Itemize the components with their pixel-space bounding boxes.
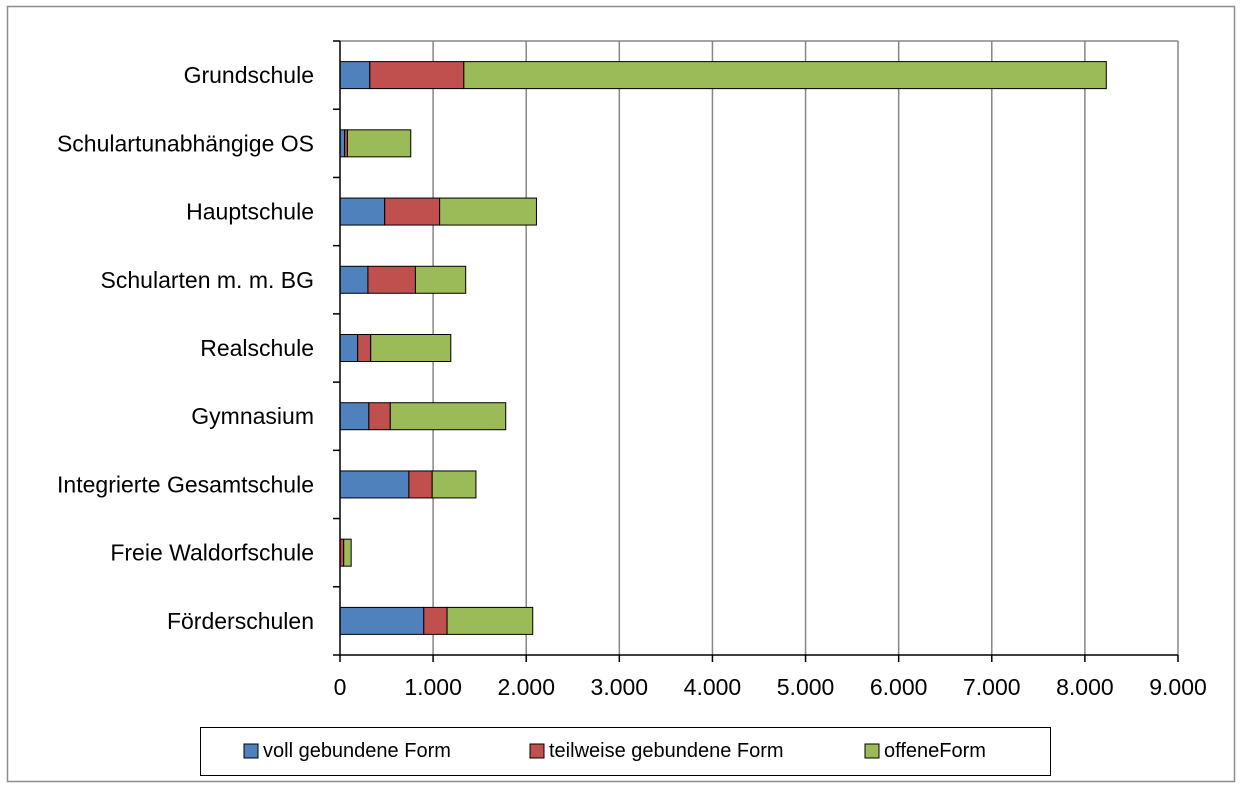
bar-segment: [339, 265, 369, 294]
bar-segment: [339, 470, 410, 499]
bar-segment: [408, 470, 433, 499]
legend-label-voll: voll gebundene Form: [263, 740, 451, 762]
legend: voll gebundene Form teilweise gebundene …: [200, 727, 1051, 776]
legend-swatch-voll: [243, 743, 259, 759]
y-tick-label: Grundschule: [184, 62, 314, 88]
bar-segment: [446, 606, 534, 635]
gridlines: [340, 40, 1179, 655]
bar-segment: [414, 265, 467, 294]
bar-segment: [367, 265, 416, 294]
bar-segment: [389, 402, 507, 431]
legend-item-voll: voll gebundene Form: [243, 740, 451, 762]
bar-segment: [339, 402, 370, 431]
bar-segment: [384, 197, 441, 226]
bar-segment: [343, 538, 352, 567]
x-tick-label: 3.000: [591, 674, 649, 700]
x-tick-label: 8.000: [1056, 674, 1114, 700]
chart-frame: [6, 5, 1236, 783]
bar-segment: [339, 334, 359, 362]
y-tick-label: Realschule: [200, 335, 314, 361]
bar-segment: [368, 402, 391, 431]
bars: [339, 61, 1107, 635]
y-tick-label: Freie Waldorfschule: [110, 540, 314, 566]
legend-label-teilweise: teilweise gebundene Form: [549, 740, 784, 762]
x-tick-label: 2.000: [497, 674, 555, 700]
x-tick-label: 6.000: [870, 674, 928, 700]
axes: [333, 40, 1179, 662]
y-tick-label: Hauptschule: [186, 199, 314, 225]
bar-segment: [423, 606, 448, 635]
legend-item-offen: offeneForm: [864, 740, 986, 762]
x-tick-label: 0: [334, 674, 347, 700]
x-tick-label: 4.000: [684, 674, 742, 700]
x-tick-label: 5.000: [777, 674, 835, 700]
legend-box: [200, 727, 1051, 776]
legend-item-teilweise: teilweise gebundene Form: [529, 740, 784, 762]
legend-swatch-teilweise: [529, 743, 545, 759]
bar-segment: [357, 334, 372, 362]
bar-segment: [346, 129, 412, 158]
bar-segment: [439, 197, 537, 226]
y-tick-label: Förderschulen: [167, 608, 314, 634]
bar-segment: [339, 197, 386, 226]
y-tick-label: Gymnasium: [191, 403, 314, 429]
x-tick-label: 1.000: [404, 674, 462, 700]
y-tick-label: Schularten m. m. BG: [101, 267, 314, 293]
bar-segment: [369, 61, 465, 90]
bar-segment: [339, 606, 425, 635]
y-tick-label: Integrierte Gesamtschule: [57, 471, 314, 497]
y-tick-label: Schulartunabhängige OS: [57, 130, 314, 156]
bar-segment: [339, 61, 371, 90]
x-tick-label: 7.000: [963, 674, 1021, 700]
tick-labels: Grundschule Schulartunabhängige OS Hauptsc…: [57, 62, 1207, 700]
x-tick-label: 9.000: [1149, 674, 1207, 700]
legend-swatch-offen: [864, 743, 880, 759]
bar-segment: [431, 470, 477, 499]
bar-segment: [463, 61, 1107, 90]
bar-segment: [370, 334, 452, 362]
legend-label-offen: offeneForm: [884, 740, 986, 762]
